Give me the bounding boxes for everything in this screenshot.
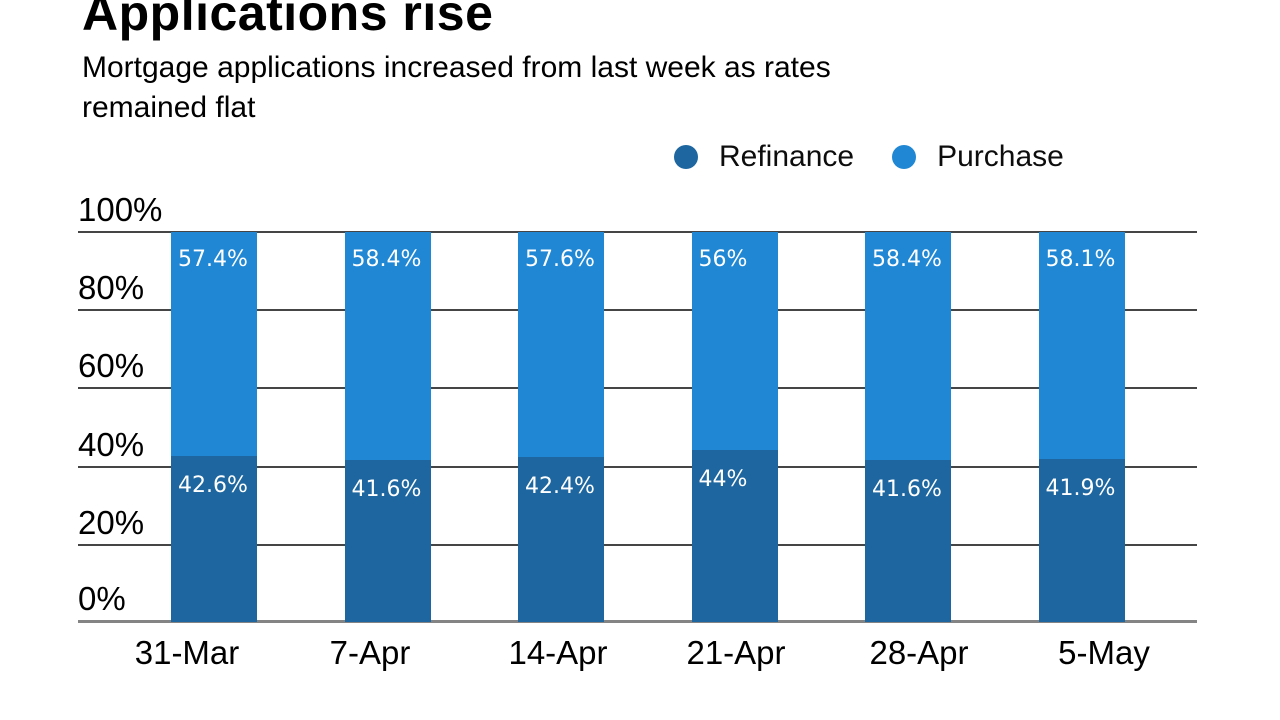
- bar-segment-purchase: 58.4%: [865, 232, 951, 460]
- chart-subtitle: Mortgage applications increased from las…: [82, 51, 831, 124]
- chart-title: Applications rise: [82, 0, 494, 41]
- x-axis-tick-label: 31-Mar: [134, 634, 240, 671]
- legend-item-refinance: Refinance: [674, 140, 854, 174]
- x-axis-tick-label: 5-May: [1058, 634, 1150, 671]
- bar-segment-refinance: 44%: [691, 450, 778, 622]
- bar-segment-purchase: 57.6%: [518, 232, 604, 457]
- y-axis-tick-label: 100%: [78, 191, 163, 228]
- gridline: [78, 309, 1197, 312]
- bar-segment-refinance: 41.9%: [1038, 458, 1125, 622]
- stacked-bar-28-Apr: 58.4% 41.6%: [865, 232, 951, 622]
- stacked-bar-31-Mar: 57.4% 42.6%: [171, 232, 257, 622]
- y-axis-tick-label: 0%: [78, 580, 126, 617]
- plot-area: 100% 80% 60% 40% 20% 0% 57.4% 42.6% 31-Mar 58.4% 4…: [78, 192, 1197, 671]
- legend-label-refinance: Refinance: [719, 140, 855, 173]
- gridline: [78, 465, 1197, 468]
- x-axis-tick-label: 28-Apr: [869, 634, 969, 671]
- y-axis-tick-label: 40%: [78, 425, 145, 463]
- refinance-value-label: 42.6%: [178, 472, 248, 498]
- bar-segment-purchase: 58.1%: [1038, 232, 1125, 459]
- bar-segment-purchase: 58.4%: [344, 232, 431, 460]
- legend-label-purchase: Purchase: [937, 140, 1064, 173]
- purchase-value-label: 58.1%: [1045, 247, 1116, 272]
- x-axis-tick-label: 21-Apr: [686, 634, 786, 671]
- stacked-bar-21-Apr: 56% 44%: [691, 232, 778, 622]
- stacked-bar-7-Apr: 58.4% 41.6%: [344, 232, 431, 622]
- bar-segment-purchase: 56%: [691, 232, 778, 451]
- bar-segment-refinance: 42.6%: [171, 455, 257, 622]
- refinance-value-label: 41.6%: [872, 476, 942, 502]
- bar-segment-refinance: 42.4%: [518, 456, 604, 622]
- stacked-bar-5-May: 58.1% 41.9%: [1038, 232, 1125, 622]
- purchase-value-label: 58.4%: [872, 247, 942, 272]
- x-axis-tick-label: 7-Apr: [329, 634, 411, 671]
- purchase-value-label: 58.4%: [351, 247, 422, 272]
- refinance-value-label: 41.6%: [351, 476, 422, 502]
- refinance-value-label: 42.4%: [525, 473, 595, 499]
- y-axis-tick-label: 60%: [78, 347, 145, 385]
- bar-segment-refinance: 41.6%: [865, 459, 951, 622]
- y-axis-tick-label: 20%: [78, 503, 145, 541]
- refinance-value-label: 41.9%: [1045, 475, 1116, 501]
- gridline: [78, 231, 1197, 233]
- x-axis-line: [78, 620, 1197, 623]
- gridline: [78, 543, 1197, 546]
- bar-segment-refinance: 41.6%: [344, 459, 431, 622]
- legend: Refinance Purchase: [674, 140, 1064, 174]
- legend-item-purchase: Purchase: [892, 140, 1064, 174]
- purchase-value-label: 57.4%: [178, 247, 248, 272]
- refinance-dot-icon: [674, 145, 698, 169]
- purchase-value-label: 57.6%: [525, 247, 595, 272]
- gridline: [78, 387, 1197, 390]
- purchase-value-label: 56%: [698, 247, 748, 272]
- bar-segment-purchase: 57.4%: [171, 232, 257, 456]
- x-axis-tick-label: 14-Apr: [508, 634, 608, 671]
- purchase-dot-icon: [892, 145, 917, 169]
- refinance-value-label: 44%: [698, 467, 748, 493]
- y-axis-tick-label: 80%: [78, 269, 145, 307]
- stacked-bar-14-Apr: 57.6% 42.4%: [518, 232, 604, 622]
